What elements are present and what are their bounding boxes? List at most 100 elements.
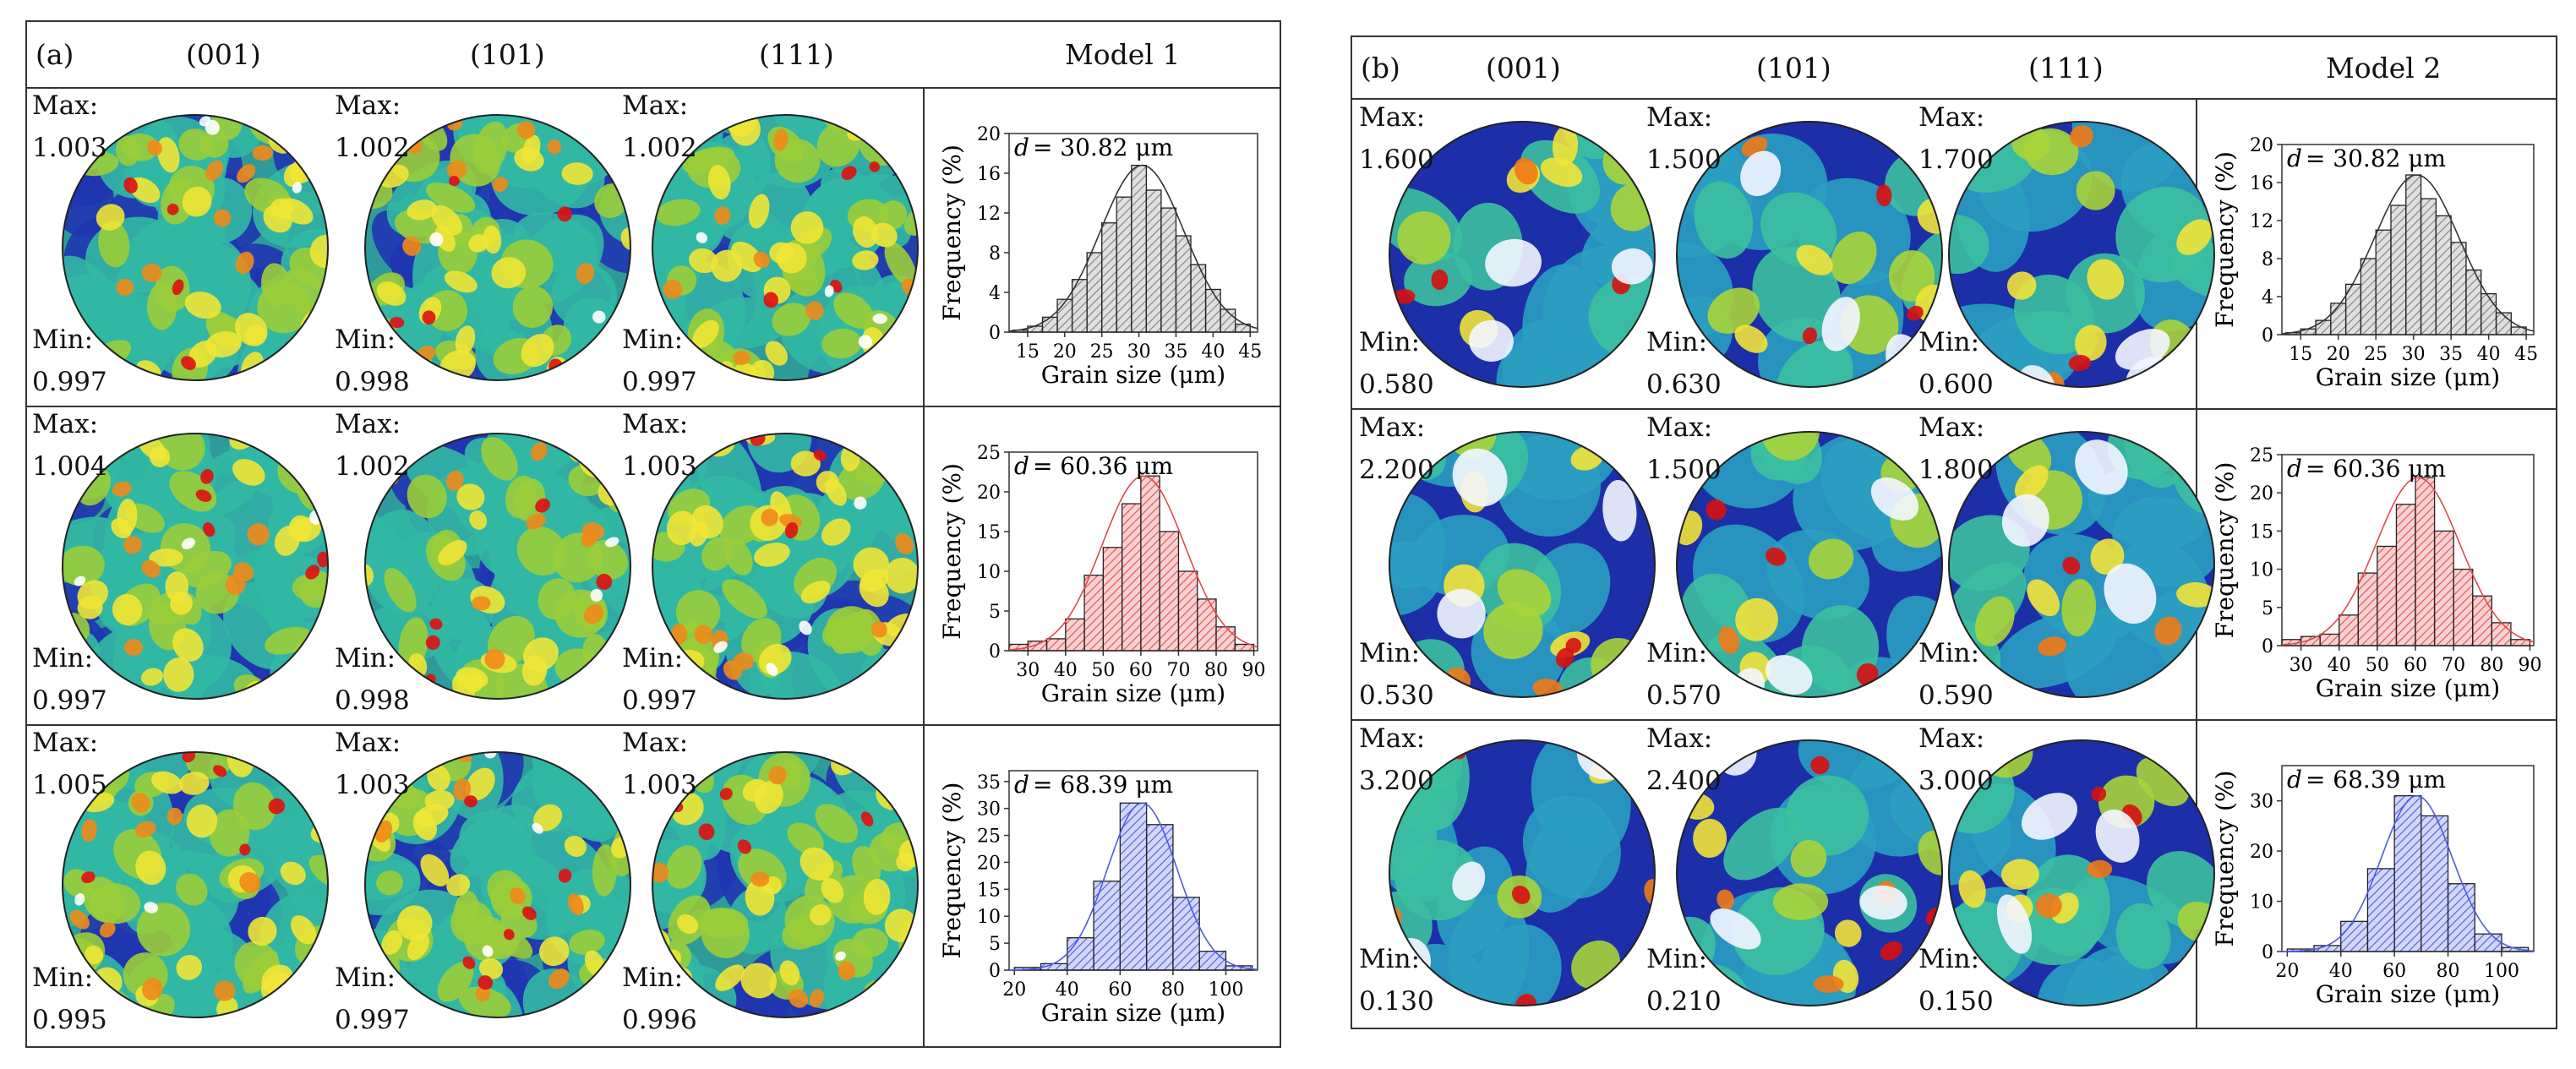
histogram-bar — [1215, 626, 1236, 652]
histogram-bar — [2501, 946, 2530, 952]
histogram-bar — [2433, 530, 2454, 646]
header-divider — [27, 87, 1280, 89]
y-tick-label: 20 — [2250, 483, 2273, 505]
mean-grain-size-annotation: d = 30.82 μm — [1014, 134, 1173, 161]
x-tick-label: 40 — [1201, 341, 1225, 363]
histogram-bar — [2377, 545, 2398, 646]
max-value: 2.400 — [1646, 766, 1722, 796]
grain-size-histogram: 20 40 60 80 100 0 5 10 15 20 25 30 35 Grain size (μm)… — [938, 770, 1258, 1027]
max-value: 1.004 — [32, 451, 107, 482]
max-label: Max: — [622, 409, 689, 439]
pole-figure — [1389, 431, 1656, 698]
histogram-bar — [1159, 531, 1180, 652]
histogram-bar — [2474, 933, 2502, 952]
figure-panel: (a) (001) (101) (111) Model 1 Max: 1.003 Min: 0.… — [25, 20, 1281, 1048]
y-tick-label: 12 — [977, 204, 1001, 225]
x-tick-label: 45 — [2514, 344, 2538, 365]
histogram-bar — [2435, 215, 2452, 335]
histogram-bar — [2319, 633, 2340, 646]
y-tick-label: 35 — [977, 772, 1001, 794]
y-axis-label: Frequency (%) — [938, 783, 966, 959]
x-axis-label: Grain size (μm) — [2316, 980, 2500, 1008]
histogram-bar — [2447, 883, 2475, 952]
row-divider — [27, 406, 1280, 407]
mean-grain-size-annotation: d = 60.36 μm — [1014, 452, 1173, 480]
x-tick-label: 35 — [2439, 344, 2463, 365]
min-value: 0.590 — [1918, 680, 1994, 711]
min-label: Min: — [1359, 944, 1421, 974]
figure-panel: (b) (001) (101) (111) Model 2 Max: 1.600 Min: 0.… — [1351, 35, 2557, 1029]
min-value: 0.630 — [1646, 369, 1722, 400]
pole-figure — [1948, 431, 2215, 698]
x-tick-label: 40 — [1054, 660, 1078, 681]
y-tick-label: 5 — [989, 602, 1001, 623]
max-label: Max: — [1646, 723, 1713, 754]
histogram-bar — [2339, 614, 2359, 646]
x-tick-label: 60 — [2404, 655, 2427, 676]
max-value: 1.003 — [335, 770, 410, 800]
histogram-bar — [2415, 477, 2436, 646]
x-tick-label: 70 — [1166, 660, 1190, 681]
min-value: 0.997 — [32, 367, 107, 397]
min-value: 0.580 — [1359, 369, 1434, 400]
x-tick-label: 60 — [2382, 961, 2406, 982]
fit-curve — [2281, 477, 2535, 646]
panel-label: (b) — [1361, 51, 1400, 85]
y-tick-label: 15 — [977, 880, 1001, 901]
x-tick-label: 80 — [2437, 961, 2460, 982]
pole-figure — [1676, 739, 1943, 1006]
min-label: Min: — [622, 643, 684, 674]
x-axis-label: Grain size (μm) — [1041, 679, 1225, 707]
y-tick-label: 20 — [2250, 135, 2273, 156]
x-axis-label: Grain size (μm) — [1041, 361, 1225, 389]
max-label: Max: — [1646, 412, 1713, 443]
plane-header: (101) — [1756, 51, 1831, 85]
histogram-bar — [1121, 503, 1142, 652]
pole-figure — [1676, 120, 1943, 388]
y-tick-label: 10 — [977, 907, 1001, 928]
min-label: Min: — [335, 643, 396, 674]
y-tick-label: 20 — [977, 124, 1001, 145]
histogram-bar — [1145, 189, 1162, 333]
pole-figure — [1948, 739, 2215, 1006]
y-axis-label: Frequency (%) — [938, 145, 966, 321]
max-label: Max: — [1646, 102, 1713, 133]
y-tick-label: 0 — [2262, 942, 2273, 963]
histogram-bar — [2480, 292, 2497, 335]
min-label: Min: — [622, 963, 684, 993]
min-value: 0.997 — [335, 1005, 410, 1035]
min-value: 0.570 — [1646, 680, 1722, 711]
x-tick-label: 20 — [1002, 979, 1026, 1001]
min-value: 0.130 — [1359, 986, 1434, 1017]
min-label: Min: — [1646, 327, 1708, 357]
y-tick-label: 15 — [2250, 521, 2273, 543]
histogram-bar — [2315, 319, 2332, 335]
x-tick-label: 40 — [2328, 655, 2351, 676]
mean-grain-size-annotation: d = 30.82 μm — [2287, 145, 2446, 172]
y-tick-label: 0 — [989, 323, 1001, 344]
histogram-bar — [2360, 258, 2377, 335]
y-tick-label: 25 — [977, 443, 1001, 464]
histogram-bar — [1175, 235, 1192, 333]
histogram-bar — [1225, 965, 1253, 971]
min-label: Min: — [1918, 638, 1980, 668]
x-tick-label: 70 — [2442, 655, 2465, 676]
row-divider — [1352, 408, 2556, 410]
histogram-bar — [1065, 618, 1085, 652]
min-value: 0.998 — [335, 685, 410, 716]
max-value: 1.002 — [335, 133, 410, 163]
grain-size-histogram: 30 40 50 60 70 80 90 0 5 10 15 20 25 Grain size (μm) F… — [2211, 445, 2541, 702]
x-tick-label: 50 — [1091, 660, 1115, 681]
x-tick-label: 15 — [2289, 344, 2312, 365]
min-label: Min: — [32, 325, 94, 355]
min-value: 0.210 — [1646, 986, 1722, 1017]
x-tick-label: 25 — [2364, 344, 2388, 365]
histogram-bar — [1083, 575, 1105, 652]
x-tick-label: 25 — [1090, 341, 1114, 363]
plane-header: (101) — [470, 38, 545, 71]
histogram-bar — [1101, 222, 1117, 333]
max-label: Max: — [622, 728, 689, 758]
min-value: 0.997 — [622, 367, 697, 397]
